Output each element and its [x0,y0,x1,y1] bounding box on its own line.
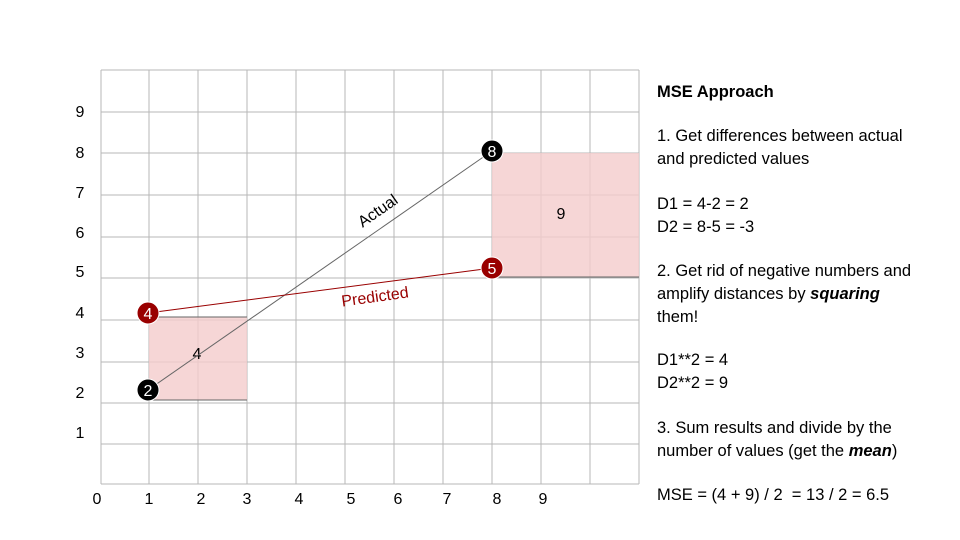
x-axis-label: 6 [394,491,403,508]
panel-line: 2. Get rid of negative numbers and [657,262,911,280]
points: 2 4 8 5 [136,139,504,402]
text-segment: number of values (get the [657,442,849,460]
panel-line: MSE = (4 + 9) / 2 = 13 / 2 = 6.5 [657,486,889,504]
actual-line [147,150,493,391]
panel-line: 1. Get differences between actual [657,127,903,145]
y-axis-label: 8 [76,145,85,162]
panel-line: and predicted values [657,150,809,168]
text-segment: 3. Sum results and divide by the [657,419,892,437]
point-label: 8 [488,144,497,161]
text-segment: 1. Get differences between actual [657,127,903,145]
y-axis-label: 4 [76,305,85,322]
x-axis-label: 7 [443,491,452,508]
point-marker [480,139,504,163]
panel-line: amplify distances by squaring [657,285,880,303]
x-axis-label: 2 [197,491,206,508]
text-segment: D2 = 8-5 = -3 [657,218,754,236]
text-segment: them! [657,308,698,326]
panel-line: D2 = 8-5 = -3 [657,218,754,236]
squares: 4 9 [149,153,639,401]
y-axis-label: 3 [76,345,85,362]
error-square [492,153,639,277]
text-segment: D1 = 4-2 = 2 [657,195,749,213]
x-axis-label: 4 [295,491,304,508]
error-square [149,317,247,400]
text-segment: ) [892,442,898,460]
text-segment: MSE = (4 + 9) / 2 = 13 / 2 = 6.5 [657,486,889,504]
panel-line: D2**2 = 9 [657,374,728,392]
point-marker [480,256,504,280]
text-segment: amplify distances by [657,285,810,303]
axis-labels: 0 1 2 3 4 5 6 7 8 9 9 8 7 6 5 4 3 2 1 [76,104,548,508]
x-axis-label: 3 [243,491,252,508]
x-axis-label: 5 [347,491,356,508]
panel-line: them! [657,308,698,326]
point-label: 5 [488,261,497,278]
x-axis-label: 1 [145,491,154,508]
y-axis-label: 5 [76,264,85,281]
text-segment: 2. Get rid of negative numbers and [657,262,911,280]
text-segment: D1**2 = 4 [657,351,728,369]
y-axis-label: 9 [76,104,85,121]
point-marker [136,301,160,325]
point-label: 4 [144,306,153,323]
panel-line: D1 = 4-2 = 2 [657,195,749,213]
square-label: 9 [557,206,566,223]
y-axis-label: 6 [76,225,85,242]
explanation-panel: MSE Approach 1. Get differences between … [657,83,911,504]
predicted-line [147,267,493,314]
text-segment: and predicted values [657,150,809,168]
x-axis-label: 9 [539,491,548,508]
point-label: 2 [144,383,153,400]
panel-title: MSE Approach [657,83,774,101]
panel-line: number of values (get the mean) [657,442,897,460]
y-axis-label: 1 [76,425,85,442]
emphasis: squaring [810,285,880,303]
y-axis-label: 7 [76,185,85,202]
text-segment: D2**2 = 9 [657,374,728,392]
point-marker [136,378,160,402]
square-label: 4 [193,346,202,363]
panel-line: 3. Sum results and divide by the [657,419,892,437]
panel-line: D1**2 = 4 [657,351,728,369]
emphasis: mean [849,442,892,460]
x-axis-label: 0 [93,491,102,508]
x-axis-label: 8 [493,491,502,508]
y-axis-label: 2 [76,385,85,402]
